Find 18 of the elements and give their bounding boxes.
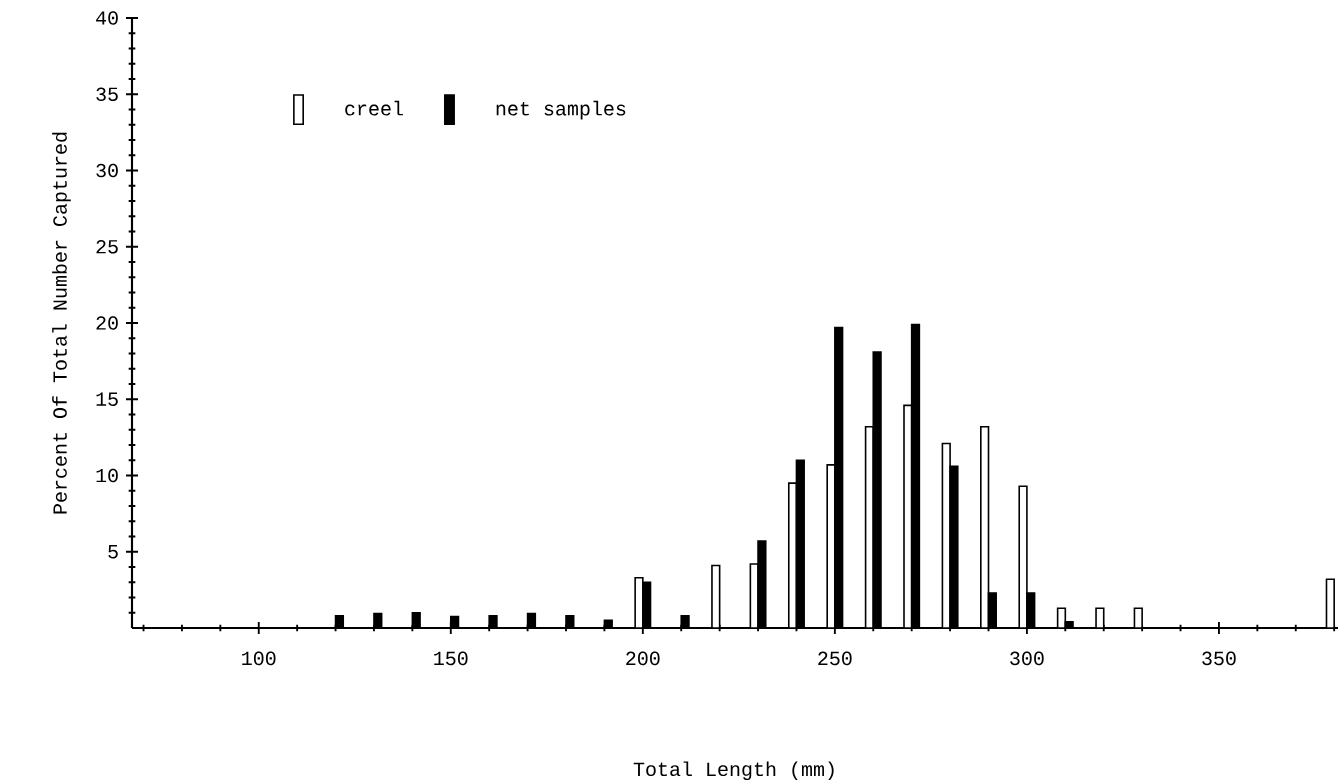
y-tick-label: 30	[96, 163, 118, 178]
y-tick-label: 35	[96, 87, 118, 102]
y-tick-label: 40	[96, 11, 118, 25]
y-tick-label: 15	[96, 392, 118, 406]
x-tick-label: 300	[1010, 651, 1044, 666]
y-axis-title: Percent Of Total Number Captured	[52, 132, 71, 514]
x-tick-label: 200	[626, 651, 660, 666]
y-tick-label: 20	[96, 316, 118, 330]
x-axis-title: Total Length (mm)	[633, 761, 834, 781]
y-tick-label: 25	[96, 239, 118, 254]
legend-label: net samples	[496, 100, 626, 120]
x-tick-label: 350	[1202, 651, 1236, 666]
x-tick-label: 250	[818, 651, 852, 666]
y-tick-label: 5	[108, 545, 118, 559]
y-tick-label: 10	[96, 468, 118, 483]
x-tick-label: 100	[242, 651, 276, 666]
legend-label: creel	[345, 100, 403, 116]
x-tick-label: 150	[434, 651, 468, 666]
